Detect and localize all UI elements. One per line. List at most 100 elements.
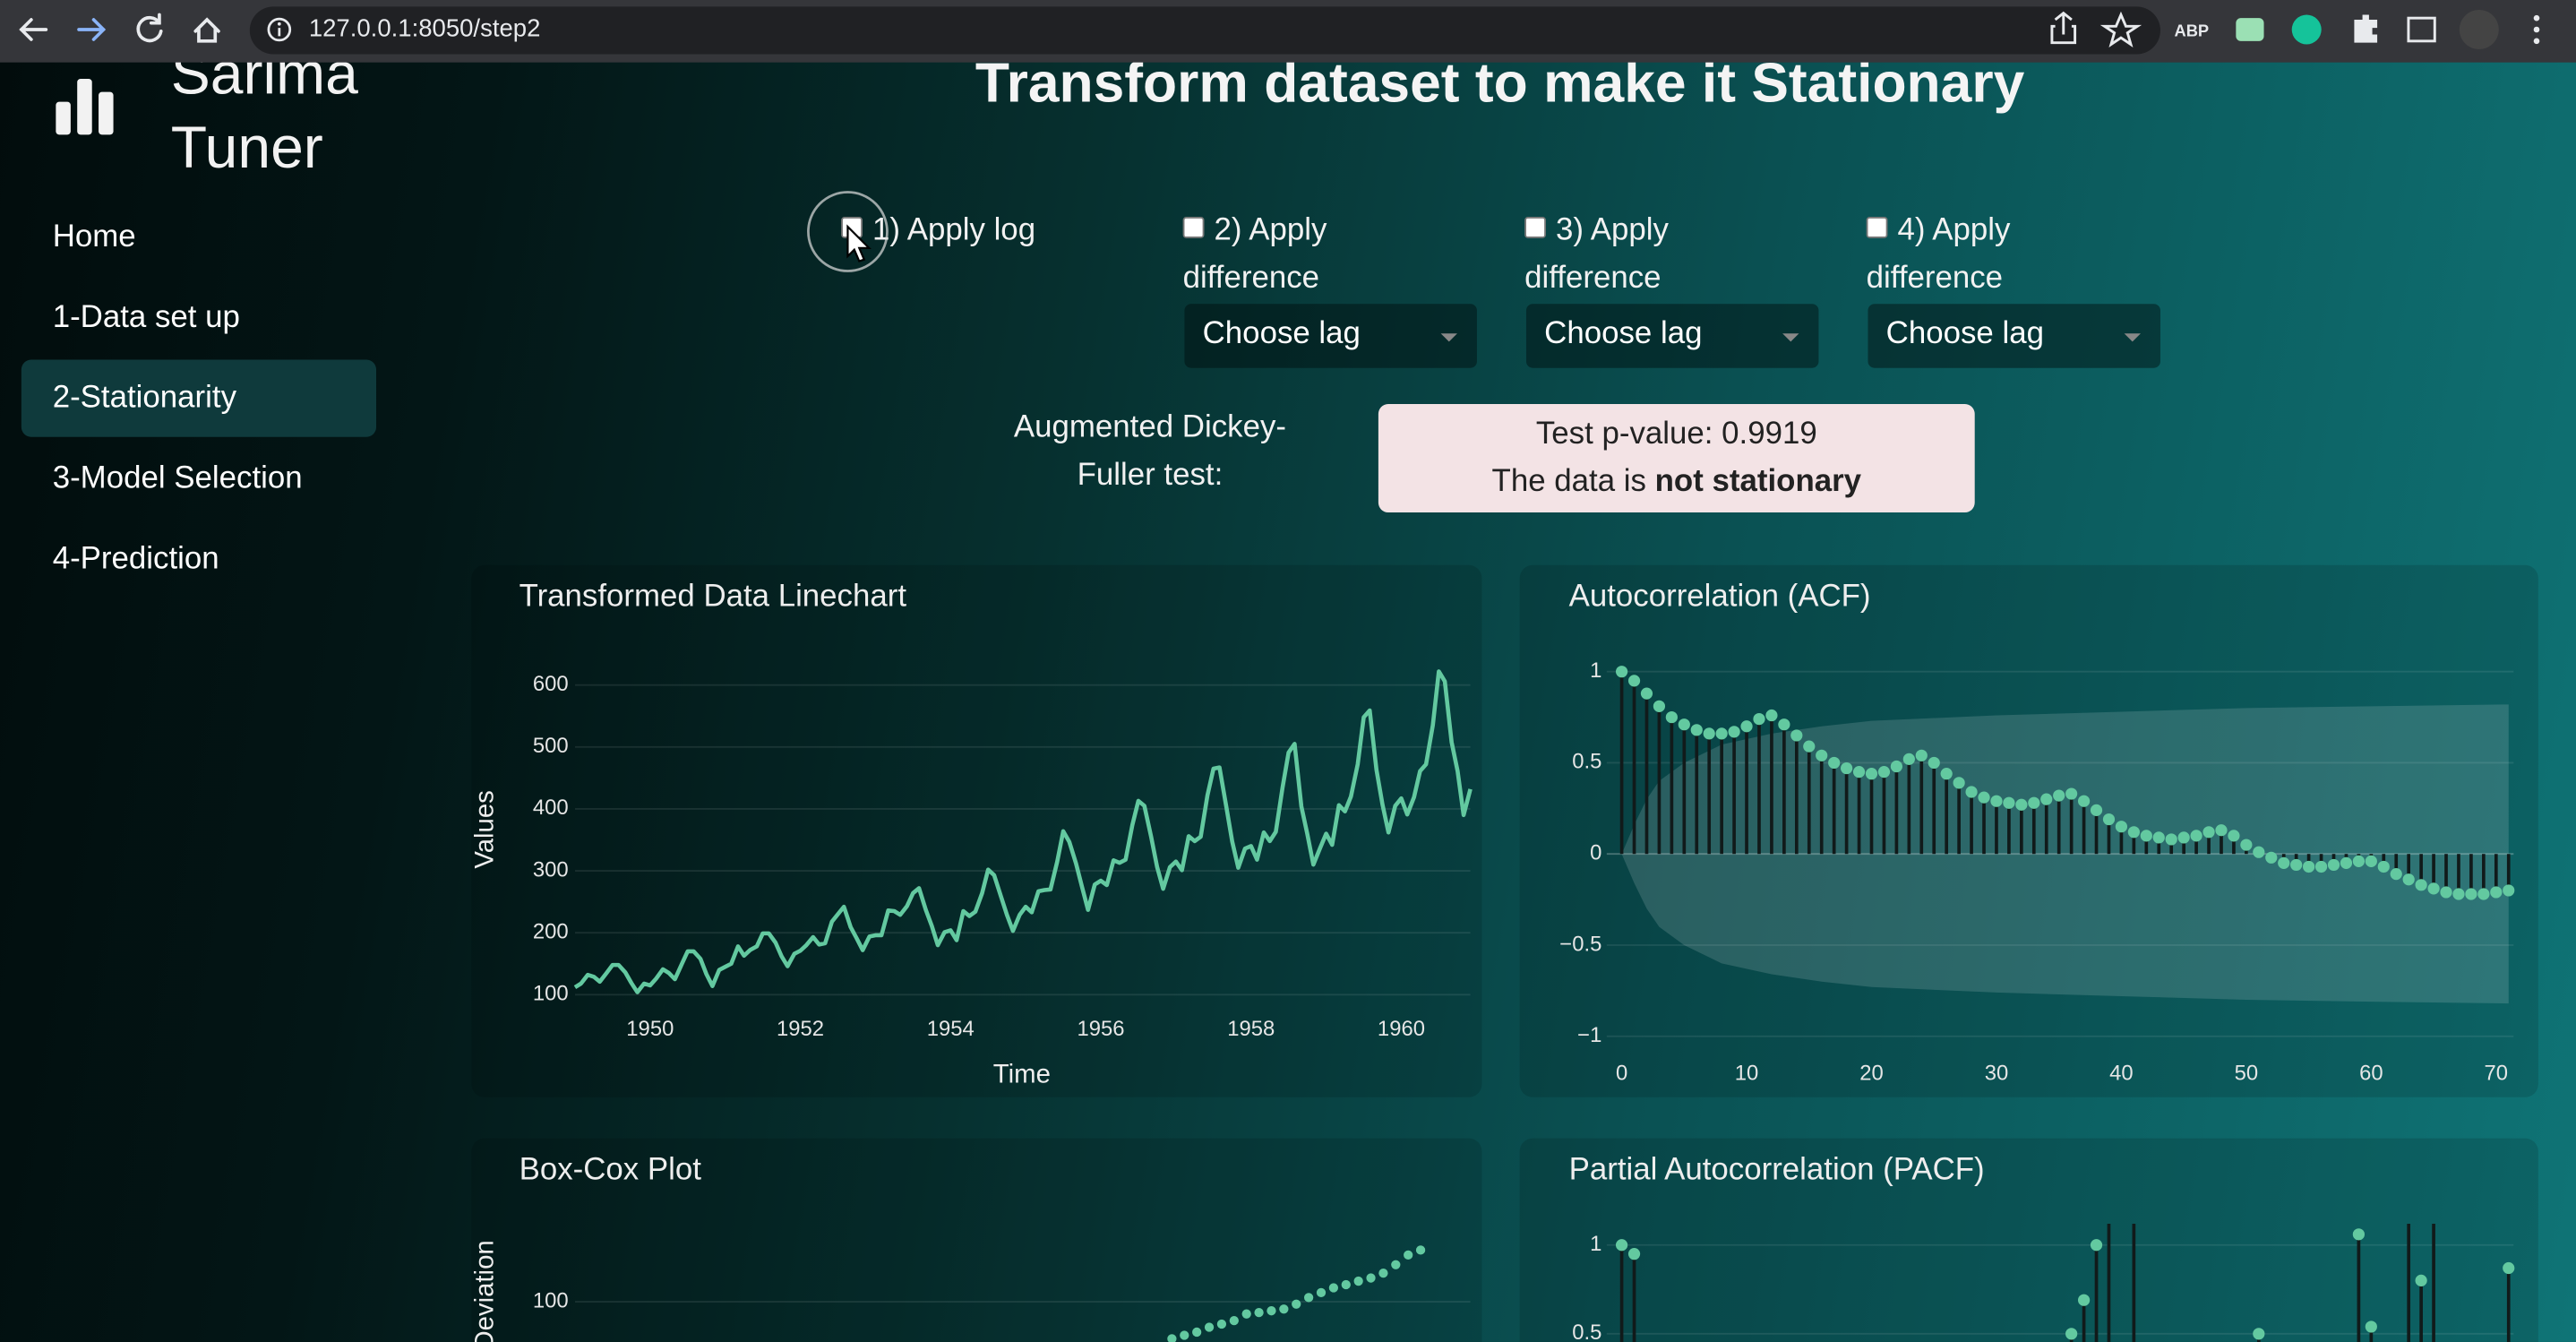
stem-marker [1653,700,1666,712]
y-tick-label: 0 [1590,841,1601,865]
stem-marker [1728,726,1740,738]
dropdown[interactable]: Choose lag [1868,304,2160,368]
point [1366,1273,1376,1283]
option-label[interactable]: 2) Apply difference [1182,213,1327,297]
stem-marker [2140,830,2152,842]
nav-link[interactable]: Home [52,219,136,255]
adf-label: Augmented Dickey-Fuller test: [1013,410,1286,494]
stem-marker [2427,882,2440,895]
chart-panel [1519,564,2538,1097]
checkbox[interactable] [1182,217,1205,238]
point [1303,1293,1314,1303]
back-button[interactable] [19,18,48,41]
y-tick-label: −0.5 [1559,932,1601,956]
nav-active-bg [21,359,377,437]
option: 4) Apply difference [1866,207,2072,302]
share-icon[interactable] [2050,11,2077,45]
bookmark-icon[interactable] [2099,11,2142,47]
x-tick-label: 30 [1985,1061,2009,1085]
dropdown[interactable]: Choose lag [1525,304,1819,368]
nav-link[interactable]: 1-Data set up [52,300,240,336]
point [1316,1287,1327,1298]
option-label[interactable]: 3) Apply difference [1524,213,1669,297]
dropdown-placeholder[interactable]: Choose lag [1544,316,1703,352]
y-tick-label: 0.5 [1572,750,1601,774]
p-value: Test p-value: 0.9919 [1535,417,1817,452]
stem-marker [1615,1239,1628,1252]
toolbar-icons: ABP [2050,10,2540,50]
sidepanel-icon[interactable] [2407,16,2436,43]
checkbox[interactable] [1866,217,1888,238]
site-info-icon[interactable] [266,16,296,46]
nav-link[interactable]: 4-Prediction [52,542,219,577]
point [1353,1276,1363,1286]
stem-marker [1703,727,1715,740]
stem-marker [1953,777,1965,789]
profile-avatar[interactable] [2459,10,2499,50]
stem-marker [1940,768,1953,780]
stem-marker [1640,687,1653,700]
home-button[interactable] [193,17,220,43]
stem-marker [2077,795,2091,807]
dropdown-arrow[interactable] [1782,333,1799,342]
stem-marker [2402,873,2415,886]
extension-badge[interactable]: ABP [2174,21,2209,39]
extension-icon[interactable] [2291,14,2322,45]
x-tick-label: 1952 [777,1017,824,1041]
stem-marker [1665,710,1678,724]
menu-icon[interactable] [2533,14,2540,45]
stem-marker [2090,804,2103,816]
option-label[interactable]: 4) Apply difference [1866,213,2011,297]
point [1180,1330,1189,1340]
y-tick-label: 100 [533,982,569,1006]
stem-marker [1678,718,1690,731]
url-text[interactable]: 127.0.0.1:8050/step2 [308,14,541,43]
nav-link[interactable]: 2-Stationarity [52,381,237,416]
forward-button[interactable] [77,18,107,41]
stem-marker [1990,795,2003,807]
point [1279,1304,1289,1314]
address-bar[interactable] [249,6,2160,55]
point [1404,1250,1413,1260]
point [1229,1315,1239,1326]
chart-title: Partial Autocorrelation (PACF) [1569,1151,1985,1186]
stem-marker [2440,886,2452,899]
extension-icon[interactable] [2236,18,2264,41]
dropdown-placeholder[interactable]: Choose lag [1202,316,1361,352]
stem-marker [2503,884,2515,897]
x-tick-label: 1954 [927,1017,975,1041]
stem-marker [2228,830,2240,842]
stem-marker [2165,833,2177,846]
stem-marker [2452,888,2465,900]
y-tick-label: 1 [1590,658,1601,683]
dropdown-arrow[interactable] [2124,333,2141,342]
nav-link[interactable]: 3-Model Selection [52,461,303,496]
stem-marker [2365,1320,2377,1333]
chart-panel [471,1138,1482,1342]
stem-marker [1790,729,1803,742]
point [1167,1334,1177,1342]
stem-marker [2127,826,2140,839]
stem-marker [1865,768,1878,780]
option-label[interactable]: 1) Apply log [872,213,1036,248]
stem-marker [2303,860,2315,873]
stem-marker [2490,886,2503,899]
extensions-icon[interactable] [2354,14,2378,43]
x-tick-label: 1956 [1077,1017,1124,1041]
stem-marker [2202,826,2215,839]
option: 3) Apply difference [1524,207,1730,302]
reload-button[interactable] [136,13,163,43]
stem-marker [2053,789,2065,802]
chart-title: Transformed Data Linechart [519,579,907,614]
y-axis-title: Values [470,790,500,868]
dropdown-arrow[interactable] [1440,333,1457,342]
stem-marker [2077,1294,2091,1306]
dropdown[interactable]: Choose lag [1184,304,1477,368]
dropdown-placeholder[interactable]: Choose lag [1885,316,2044,352]
stem-marker [2065,1328,2078,1340]
point [1254,1307,1264,1318]
point [1415,1245,1426,1255]
stem-marker [1765,709,1778,722]
checkbox[interactable] [1524,217,1546,238]
